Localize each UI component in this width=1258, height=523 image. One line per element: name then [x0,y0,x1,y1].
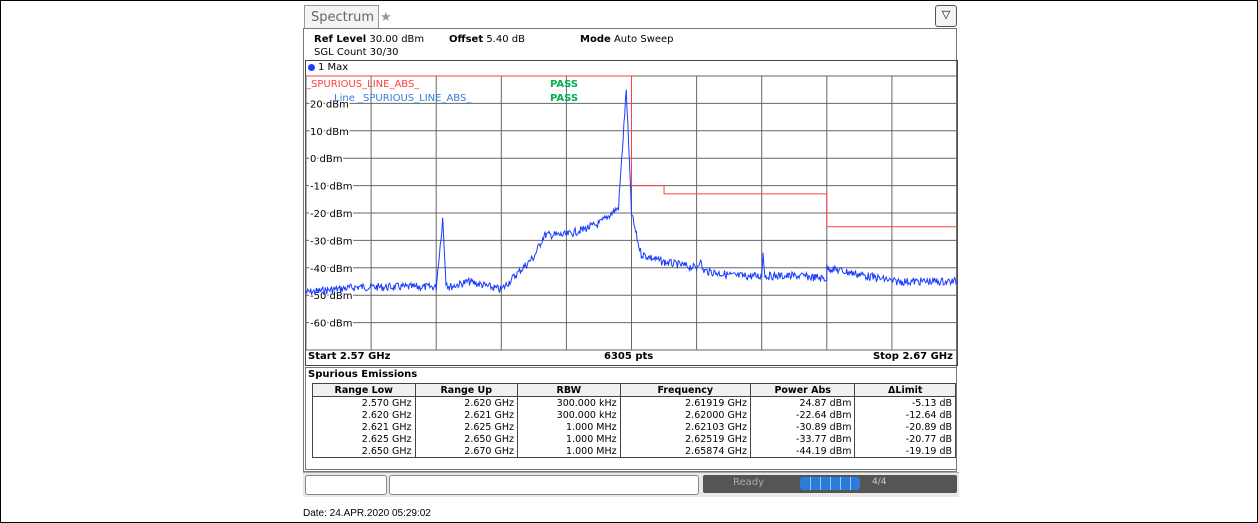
limit-line [306,75,957,228]
table-cell: 2.625 GHz [312,433,416,445]
table-row: 2.620 GHz 2.621 GHz 300.000 kHz 2.62000 GHz… [312,409,956,421]
ref-level-label: Ref Level [314,34,367,45]
table-cell: -33.77 dBm [749,433,856,445]
ref-level-value: 30.00 dBm [369,34,425,45]
table-cell: 1.000 MHz [517,421,621,433]
table-cell: 2.620 GHz [414,396,518,409]
column-header: Power Abs [749,383,856,397]
spurious-emissions-panel: Spurious Emissions Range Low Range Up RBW F… [305,367,957,470]
y-tick-label: 0 dBm [310,154,343,165]
y-tick-label: -10 dBm [310,182,352,193]
y-tick-label: -30 dBm [310,236,352,247]
table-cell: 2.621 GHz [414,409,518,421]
y-tick-labels: 20 dBm 10 dBm 0 dBm -10 dBm -20 dBm -30 dBm -4… [309,98,354,331]
table-cell: -5.13 dB [854,396,956,409]
table-cell: 2.62519 GHz [619,433,751,445]
table-cell: 300.000 kHz [517,396,621,409]
table-cell: -20.89 dB [854,421,956,433]
table-row: 2.650 GHz 2.670 GHz 1.000 MHz 2.65874 GHz -4… [312,445,956,458]
mode: Mode Auto Sweep [580,34,674,45]
pass-label-1: PASS [550,79,578,90]
table-row: 2.621 GHz 2.625 GHz 1.000 MHz 2.62103 GHz -3… [312,421,956,433]
column-header: Range Low [312,383,416,397]
table-cell: 2.625 GHz [414,421,518,433]
table-row: 2.625 GHz 2.650 GHz 1.000 MHz 2.62519 GHz -3… [312,433,956,445]
table-row: 2.570 GHz 2.620 GHz 300.000 kHz 2.61919 GHz… [312,396,956,409]
column-header: RBW [517,383,621,397]
stop-freq: Stop 2.67 GHz [872,351,953,362]
y-tick-label: 20 dBm [310,99,349,110]
spurious-table: Range Low Range Up RBW Frequency Power Abs ΔL… [312,383,956,458]
y-tick-label: -60 dBm [310,319,352,330]
column-header: Range Up [414,383,518,397]
table-cell: 2.620 GHz [312,409,416,421]
points-count: 6305 pts [604,351,654,362]
table-cell: -22.64 dBm [749,409,856,421]
offset-value: 5.40 dB [486,34,525,45]
trace-badge[interactable]: 1 Max [308,62,348,73]
trace-dot-icon [308,64,315,71]
status-field-1[interactable] [305,475,387,495]
table-cell: 1.000 MHz [517,433,621,445]
table-cell: -44.19 dBm [749,445,856,458]
tab-spectrum[interactable]: Spectrum ★ [304,5,392,29]
table-cell: 2.61919 GHz [619,396,751,409]
table-cell: 2.650 GHz [312,445,416,458]
table-cell: 2.65874 GHz [619,445,751,458]
table-cell: 2.570 GHz [312,396,416,409]
table-cell: 300.000 kHz [517,409,621,421]
table-cell: -12.64 dB [854,409,956,421]
table-cell: -20.77 dB [854,433,956,445]
offset-label: Offset [449,34,484,45]
sgl-count: SGL Count 30/30 [314,47,399,58]
offset: Offset 5.40 dB [449,34,525,45]
column-header: Frequency [619,383,751,397]
status-bar: Ready 4/4 [303,472,959,497]
limit-polyline [306,75,957,228]
table-cell: 2.621 GHz [312,421,416,433]
ref-level: Ref Level 30.00 dBm [314,34,424,45]
plot-footer: Start 2.57 GHz 6305 pts Stop 2.67 GHz [306,351,956,365]
y-tick-label: -20 dBm [310,209,352,220]
table-cell: -30.89 dBm [749,421,856,433]
table-cell: 1.000 MHz [517,445,621,458]
table-cell: 2.62000 GHz [619,409,751,421]
mode-value: Auto Sweep [613,34,674,45]
sweep-progress-bar [800,477,860,490]
pass-label-2: PASS [550,93,578,104]
spurious-title: Spurious Emissions [308,369,418,380]
settings-dropdown-icon[interactable]: ▽ [935,5,957,27]
y-tick-label: -50 dBm [310,291,352,302]
column-header: ΔLimit [854,383,956,397]
limit-label-2: Line _SPURIOUS_LINE_ABS_ [334,93,472,104]
trace-line [305,89,958,296]
y-tick-label: -40 dBm [310,264,352,275]
date-stamp: Date: 24.APR.2020 05:29:02 [303,508,431,519]
sweep-count: 4/4 [872,477,887,487]
tab-title: Spectrum [311,10,374,25]
limit-label-1: _SPURIOUS_LINE_ABS_ [305,79,420,90]
y-tick-label: 10 dBm [310,127,349,138]
table-cell: 2.670 GHz [414,445,518,458]
table-cell: -19.19 dB [854,445,956,458]
trace-polyline [305,89,958,296]
table-cell: 2.62103 GHz [619,421,751,433]
table-cell: 2.650 GHz [414,433,518,445]
status-field-2[interactable] [389,475,699,495]
mode-label: Mode [580,34,611,45]
ready-label: Ready [733,477,765,488]
table-cell: 24.87 dBm [749,396,856,409]
trace-label: 1 Max [318,62,349,73]
star-icon[interactable]: ★ [380,10,392,25]
start-freq: Start 2.57 GHz [308,351,391,362]
